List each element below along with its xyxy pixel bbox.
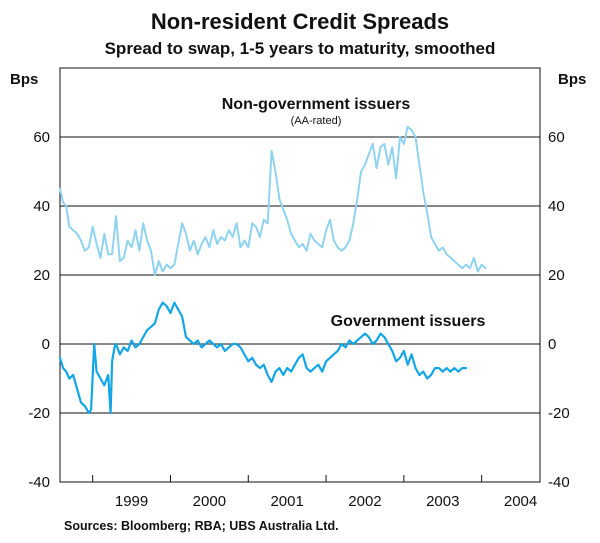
x-tick-label: 2004 [504,493,537,510]
chart-subtitle: Spread to swap, 1-5 years to maturity, s… [105,39,496,58]
y-tick-label-right: 0 [548,336,556,353]
y-ticks-left: 60 40 20 0 -20 -40 [28,129,50,491]
y-tick-label-left: 60 [33,129,50,146]
series-line-non-government [59,125,487,276]
y-tick-label-left: -20 [28,405,50,422]
series-note-aa-rated: (AA-rated) [291,115,342,127]
chart-title: Non-resident Credit Spreads [151,9,449,34]
y-tick-label-right: -40 [548,474,570,491]
series-line-government [58,301,468,415]
series-lines [58,125,487,415]
y-tick-label-left: 40 [33,198,50,215]
source-note: Sources: Bloomberg; RBA; UBS Australia L… [64,519,339,533]
y-tick-label-right: 60 [548,129,565,146]
x-tick-label: 2002 [348,493,381,510]
y-tick-label-right: 40 [548,198,565,215]
series-label-non-government: Non-government issuers [222,96,411,113]
y-ticks-right: 60 40 20 0 -20 -40 [548,129,570,491]
series-label-government: Government issuers [331,313,486,330]
x-tick-label: 2000 [193,493,226,510]
x-tick-label: 2003 [426,493,459,510]
y-axis-label-left: Bps [10,71,38,88]
x-tick-label: 2001 [270,493,303,510]
y-tick-label-left: 20 [33,267,50,284]
y-tick-label-right: -20 [548,405,570,422]
x-ticks: 1999 2000 2001 2002 2003 2004 [92,475,537,510]
y-tick-label-right: 20 [548,267,565,284]
y-axis-label-right: Bps [558,71,586,88]
x-tick-label: 1999 [115,493,148,510]
y-tick-label-left: 0 [42,336,50,353]
y-tick-label-left: -40 [28,474,50,491]
gridlines [60,136,540,414]
